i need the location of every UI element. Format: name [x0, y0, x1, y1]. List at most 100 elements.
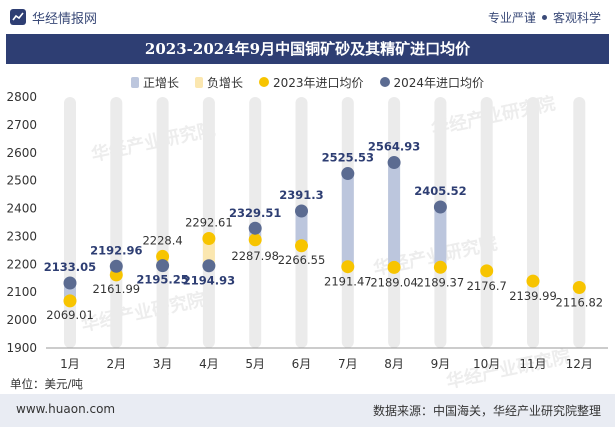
- brand-logo[interactable]: 华经情报网: [10, 8, 98, 27]
- point-2023: [202, 232, 216, 246]
- point-2024: [387, 156, 401, 170]
- point-2024: [295, 204, 308, 218]
- data-label-2023: 2266.55: [278, 253, 326, 267]
- data-label-2024: 2192.96: [90, 243, 142, 257]
- site-name: 华经情报网: [32, 11, 98, 27]
- y-tick-label: 1900: [6, 341, 37, 355]
- positive-change-bar: [295, 210, 308, 246]
- data-label-2024: 2405.52: [414, 184, 466, 198]
- point-2024: [341, 167, 355, 181]
- data-label-2023: 2191.47: [324, 275, 372, 289]
- point-2024: [156, 259, 170, 273]
- x-tick-label: 7月: [338, 357, 358, 371]
- y-tick-label: 2200: [6, 257, 37, 271]
- positive-change-bar: [341, 173, 354, 267]
- track-bar: [573, 97, 586, 348]
- tagline-right: 客观科学: [552, 11, 601, 25]
- data-label-2023: 2116.82: [556, 296, 604, 310]
- legend-swatch-negative: [194, 76, 203, 88]
- positive-change-bar: [434, 207, 447, 268]
- negative-change-bar: [202, 238, 215, 266]
- data-label-2023: 2069.01: [46, 308, 94, 322]
- track-bar: [110, 97, 123, 348]
- point-2023: [572, 281, 586, 295]
- chart-title: 2023-2024年9月中国铜矿砂及其精矿进口均价: [6, 34, 609, 64]
- data-label-2024: 2391.3: [279, 188, 323, 202]
- point-2024: [63, 276, 77, 290]
- data-label-2024: 2195.25: [136, 273, 188, 287]
- legend-label-2024: 2024年进口均价: [393, 75, 485, 90]
- footer-source: 数据来源：中国海关，华经产业研究院整理: [372, 404, 601, 418]
- chart-legend: 正增长 负增长 2023年进口均价 2024年进口均价: [0, 72, 615, 92]
- legend-item-2024: 2024年进口均价: [379, 74, 485, 91]
- data-label-2023: 2189.37: [417, 275, 465, 289]
- y-tick-label: 2800: [6, 90, 37, 104]
- unit-label: 单位：美元/吨: [10, 377, 83, 391]
- legend-label-negative: 负增长: [206, 75, 243, 90]
- legend-item-2023: 2023年进口均价: [258, 74, 364, 91]
- data-label-2024: 2525.53: [322, 151, 374, 165]
- data-label-2024: 2329.51: [229, 206, 281, 220]
- point-2024: [248, 221, 262, 235]
- data-label-2023: 2228.4: [142, 233, 182, 247]
- legend-label-positive: 正增长: [142, 75, 179, 90]
- top-bar: 华经情报网 专业严谨 客观科学: [0, 0, 615, 34]
- x-tick-label: 6月: [292, 357, 312, 371]
- x-tick-label: 11月: [519, 357, 546, 371]
- point-2023: [341, 260, 355, 274]
- positive-change-bar: [388, 162, 401, 268]
- point-2023: [63, 294, 77, 308]
- point-2023: [295, 239, 308, 253]
- brand-logo-icon: [10, 9, 26, 25]
- point-2024: [202, 259, 216, 273]
- y-tick-label: 2700: [6, 118, 37, 132]
- x-tick-label: 2月: [106, 357, 126, 371]
- footer: www.huaon.com 数据来源：中国海关，华经产业研究院整理: [0, 394, 615, 427]
- legend-label-2023: 2023年进口均价: [272, 75, 364, 90]
- data-label-2024: 2194.93: [183, 274, 235, 288]
- data-label-2023: 2287.98: [231, 249, 279, 263]
- point-2023: [387, 260, 401, 274]
- legend-swatch-positive: [130, 76, 139, 88]
- track-bar: [202, 97, 215, 348]
- y-tick-label: 2500: [6, 174, 37, 188]
- track-bar: [527, 97, 539, 348]
- x-tick-label: 1月: [60, 357, 80, 371]
- chart-svg: 1900 2000 2100 2200 2300 2400 2500 2600 2700 2800…: [6, 90, 608, 371]
- data-label-2023: 2189.04: [370, 275, 418, 289]
- point-2023: [526, 274, 540, 288]
- x-tick-label: 4月: [199, 357, 219, 371]
- x-tick-label: 9月: [431, 357, 451, 371]
- tagline-dot-icon: [541, 15, 547, 20]
- y-tick-label: 2600: [6, 146, 37, 160]
- point-2023: [480, 264, 494, 278]
- legend-swatch-2024: [379, 77, 390, 87]
- point-2024: [433, 200, 447, 214]
- legend-item-negative: 负增长: [194, 74, 243, 91]
- legend-swatch-2023: [258, 77, 269, 87]
- tagline-left: 专业严谨: [487, 11, 536, 25]
- x-tick-label: 3月: [153, 357, 173, 371]
- data-label-2023: 2292.61: [185, 216, 233, 230]
- point-2023: [248, 233, 262, 247]
- data-label-2024: 2564.93: [368, 140, 420, 154]
- footer-url-link[interactable]: www.huaon.com: [16, 402, 116, 416]
- data-label-2023: 2161.99: [93, 282, 141, 296]
- data-label-2023: 2176.7: [467, 279, 507, 293]
- data-label-2023: 2139.99: [509, 289, 557, 303]
- track-bar: [480, 97, 493, 348]
- y-tick-label: 2400: [6, 202, 37, 216]
- y-tick-label: 2100: [6, 285, 37, 299]
- x-tick-label: 5月: [245, 357, 265, 371]
- track-bar: [156, 97, 169, 348]
- legend-item-positive: 正增长: [130, 74, 179, 91]
- point-2023: [156, 249, 170, 263]
- data-label-2024: 2133.05: [44, 260, 96, 274]
- tagline: 专业严谨 客观科学: [488, 9, 601, 26]
- x-tick-label: 10月: [473, 357, 500, 371]
- y-tick-label: 2300: [6, 229, 37, 243]
- point-2023: [433, 260, 447, 274]
- y-tick-label: 2000: [6, 313, 37, 327]
- point-2024: [109, 259, 123, 273]
- x-tick-label: 12月: [566, 357, 593, 371]
